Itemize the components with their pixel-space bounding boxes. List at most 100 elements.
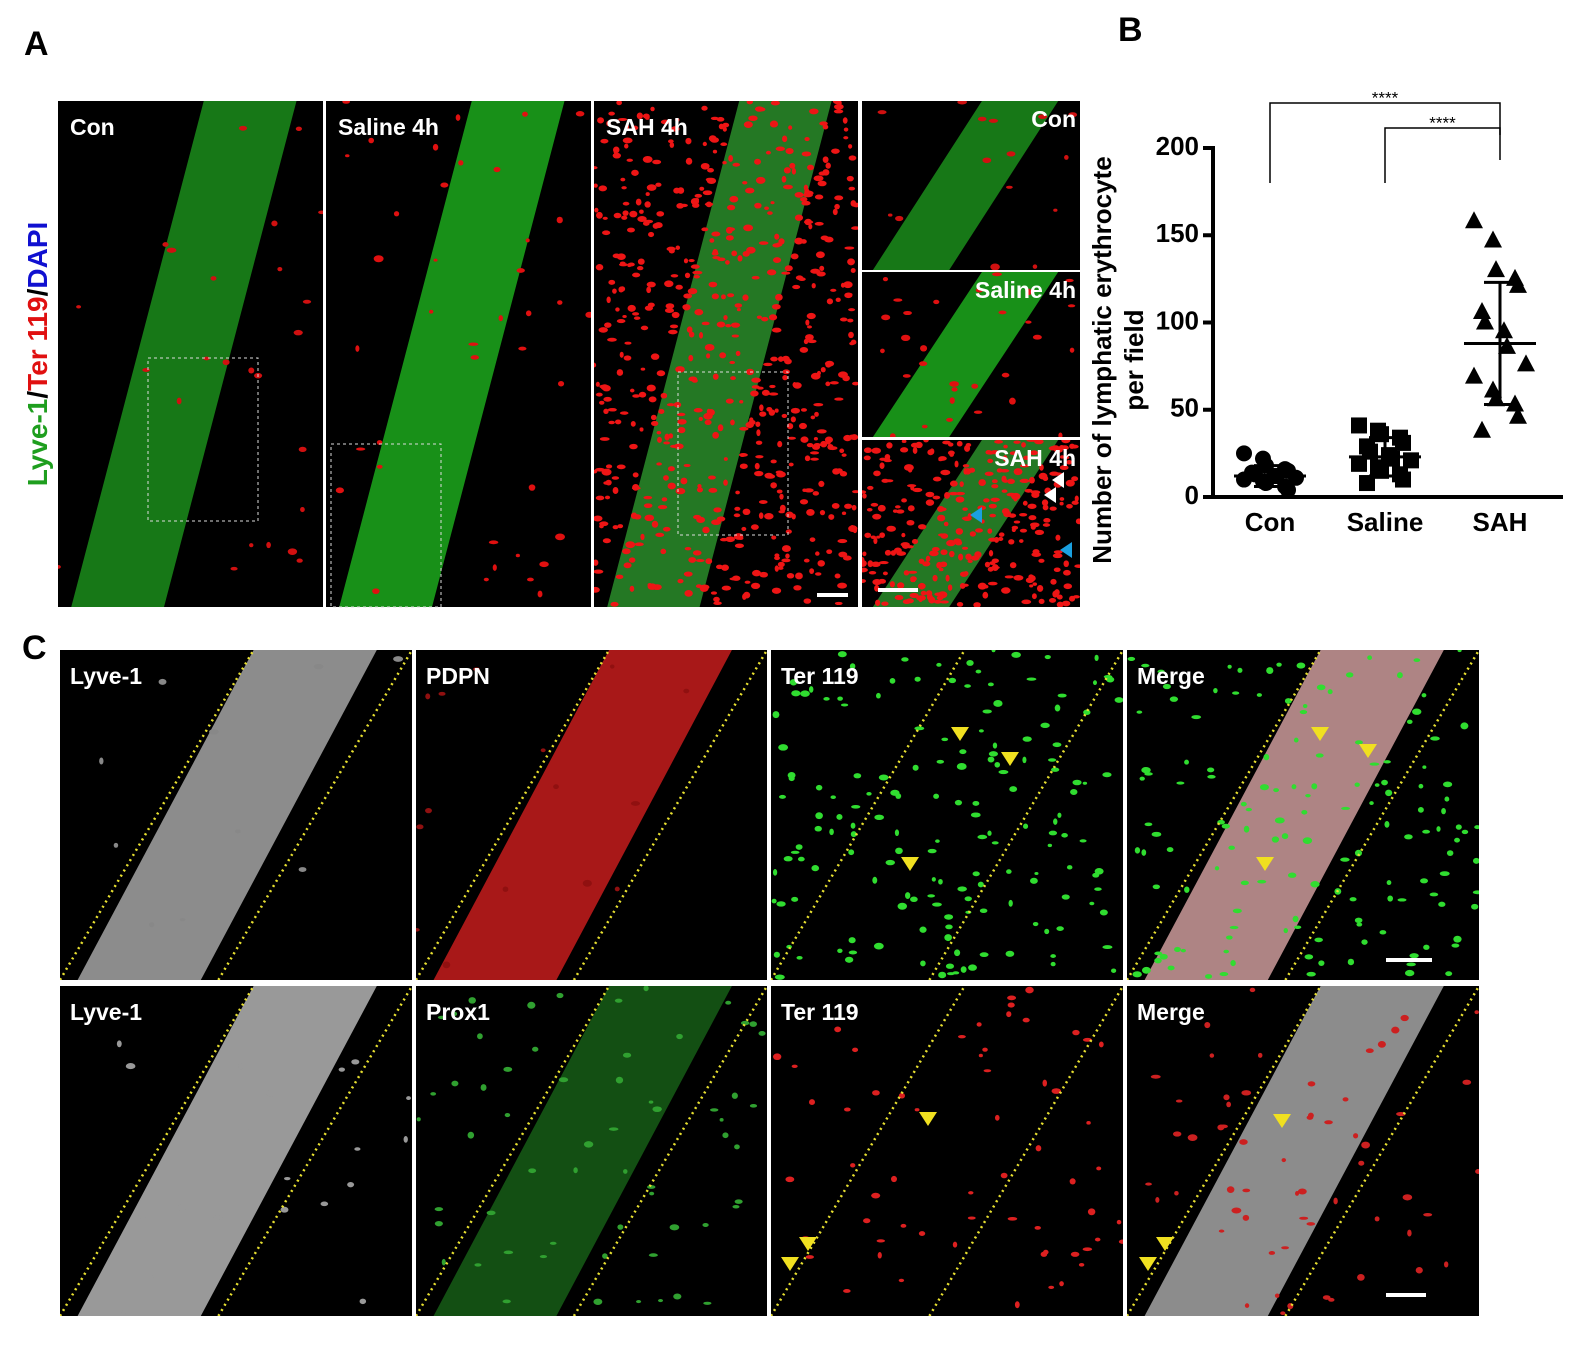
speckle xyxy=(604,495,611,500)
speckle xyxy=(1391,1026,1400,1034)
speckle xyxy=(498,315,504,322)
stain-part: / xyxy=(22,391,53,399)
speckle xyxy=(1092,680,1097,686)
speckle xyxy=(600,384,609,391)
speckle xyxy=(848,308,856,312)
speckle xyxy=(1191,715,1202,720)
speckle xyxy=(758,512,764,519)
speckle xyxy=(996,468,1003,473)
speckle xyxy=(781,413,788,418)
speckle xyxy=(179,918,186,922)
speckle xyxy=(704,344,715,351)
speckle xyxy=(778,744,789,751)
speckle xyxy=(623,1169,628,1174)
speckle xyxy=(1034,871,1039,876)
speckle xyxy=(734,506,741,511)
speckle xyxy=(787,436,796,440)
speckle xyxy=(774,565,779,572)
speckle xyxy=(1049,506,1057,511)
speckle xyxy=(1103,675,1113,679)
speckle xyxy=(874,584,880,592)
speckle xyxy=(982,157,992,164)
speckle xyxy=(693,514,702,520)
speckle xyxy=(594,569,604,574)
speckle xyxy=(1281,1158,1287,1163)
speckle xyxy=(918,524,927,530)
speckle xyxy=(1296,662,1306,669)
speckle xyxy=(949,381,959,387)
speckle xyxy=(593,1298,603,1305)
speckle xyxy=(1061,833,1068,838)
speckle xyxy=(416,824,424,830)
speckle xyxy=(1001,508,1010,515)
speckle xyxy=(1284,698,1292,704)
speckle xyxy=(836,814,843,820)
speckle xyxy=(540,748,546,753)
speckle xyxy=(434,1221,443,1227)
speckle xyxy=(708,281,718,288)
speckle xyxy=(1214,866,1220,871)
speckle xyxy=(785,147,794,155)
speckle xyxy=(758,107,766,112)
speckle xyxy=(1187,1134,1198,1142)
speckle xyxy=(958,553,964,561)
speckle xyxy=(847,258,855,266)
speckle xyxy=(964,444,971,452)
speckle xyxy=(789,679,798,686)
speckle xyxy=(660,392,668,399)
speckle xyxy=(932,574,938,582)
speckle xyxy=(1144,772,1153,776)
speckle xyxy=(694,309,704,316)
speckle xyxy=(884,549,892,556)
image-label: Ter 119 xyxy=(781,663,859,689)
speckle xyxy=(723,479,728,486)
speckle xyxy=(1429,892,1439,897)
data-point xyxy=(1509,406,1527,424)
speckle xyxy=(1019,528,1028,533)
speckle xyxy=(467,1131,475,1139)
speckle xyxy=(651,520,659,528)
speckle xyxy=(805,1255,814,1259)
speckle xyxy=(1345,672,1354,678)
speckle xyxy=(1361,1141,1370,1149)
speckle xyxy=(962,507,968,511)
speckle xyxy=(1263,753,1270,761)
speckle xyxy=(806,442,814,448)
speckle xyxy=(1451,943,1460,948)
speckle xyxy=(526,577,534,582)
speckle xyxy=(834,203,840,210)
stain-part: Ter 119 xyxy=(22,296,53,390)
speckle xyxy=(612,487,619,495)
speckle xyxy=(848,937,856,944)
speckle xyxy=(355,447,366,451)
speckle xyxy=(1028,574,1034,580)
speckle xyxy=(1008,899,1013,907)
speckle xyxy=(874,814,885,821)
speckle xyxy=(902,374,911,378)
speckle xyxy=(1304,954,1314,960)
speckle xyxy=(731,334,740,338)
speckle xyxy=(622,137,633,144)
speckle xyxy=(648,1100,654,1104)
speckle xyxy=(1244,1303,1250,1308)
speckle xyxy=(1032,582,1038,586)
dotted-outline xyxy=(771,650,966,980)
speckle xyxy=(669,142,675,148)
speckle xyxy=(637,258,645,265)
speckle xyxy=(914,726,925,731)
speckle xyxy=(851,226,858,230)
speckle xyxy=(451,1080,459,1087)
speckle xyxy=(711,251,719,256)
speckle xyxy=(1354,740,1363,745)
speckle xyxy=(1474,1010,1479,1015)
speckle xyxy=(1047,843,1053,848)
speckle xyxy=(951,387,958,392)
speckle xyxy=(515,553,520,558)
error-bar xyxy=(1484,280,1516,407)
speckle xyxy=(595,264,604,271)
speckle xyxy=(949,397,955,404)
speckle xyxy=(938,456,947,461)
speckle xyxy=(622,314,627,318)
speckle xyxy=(468,342,479,346)
speckle xyxy=(708,487,718,493)
